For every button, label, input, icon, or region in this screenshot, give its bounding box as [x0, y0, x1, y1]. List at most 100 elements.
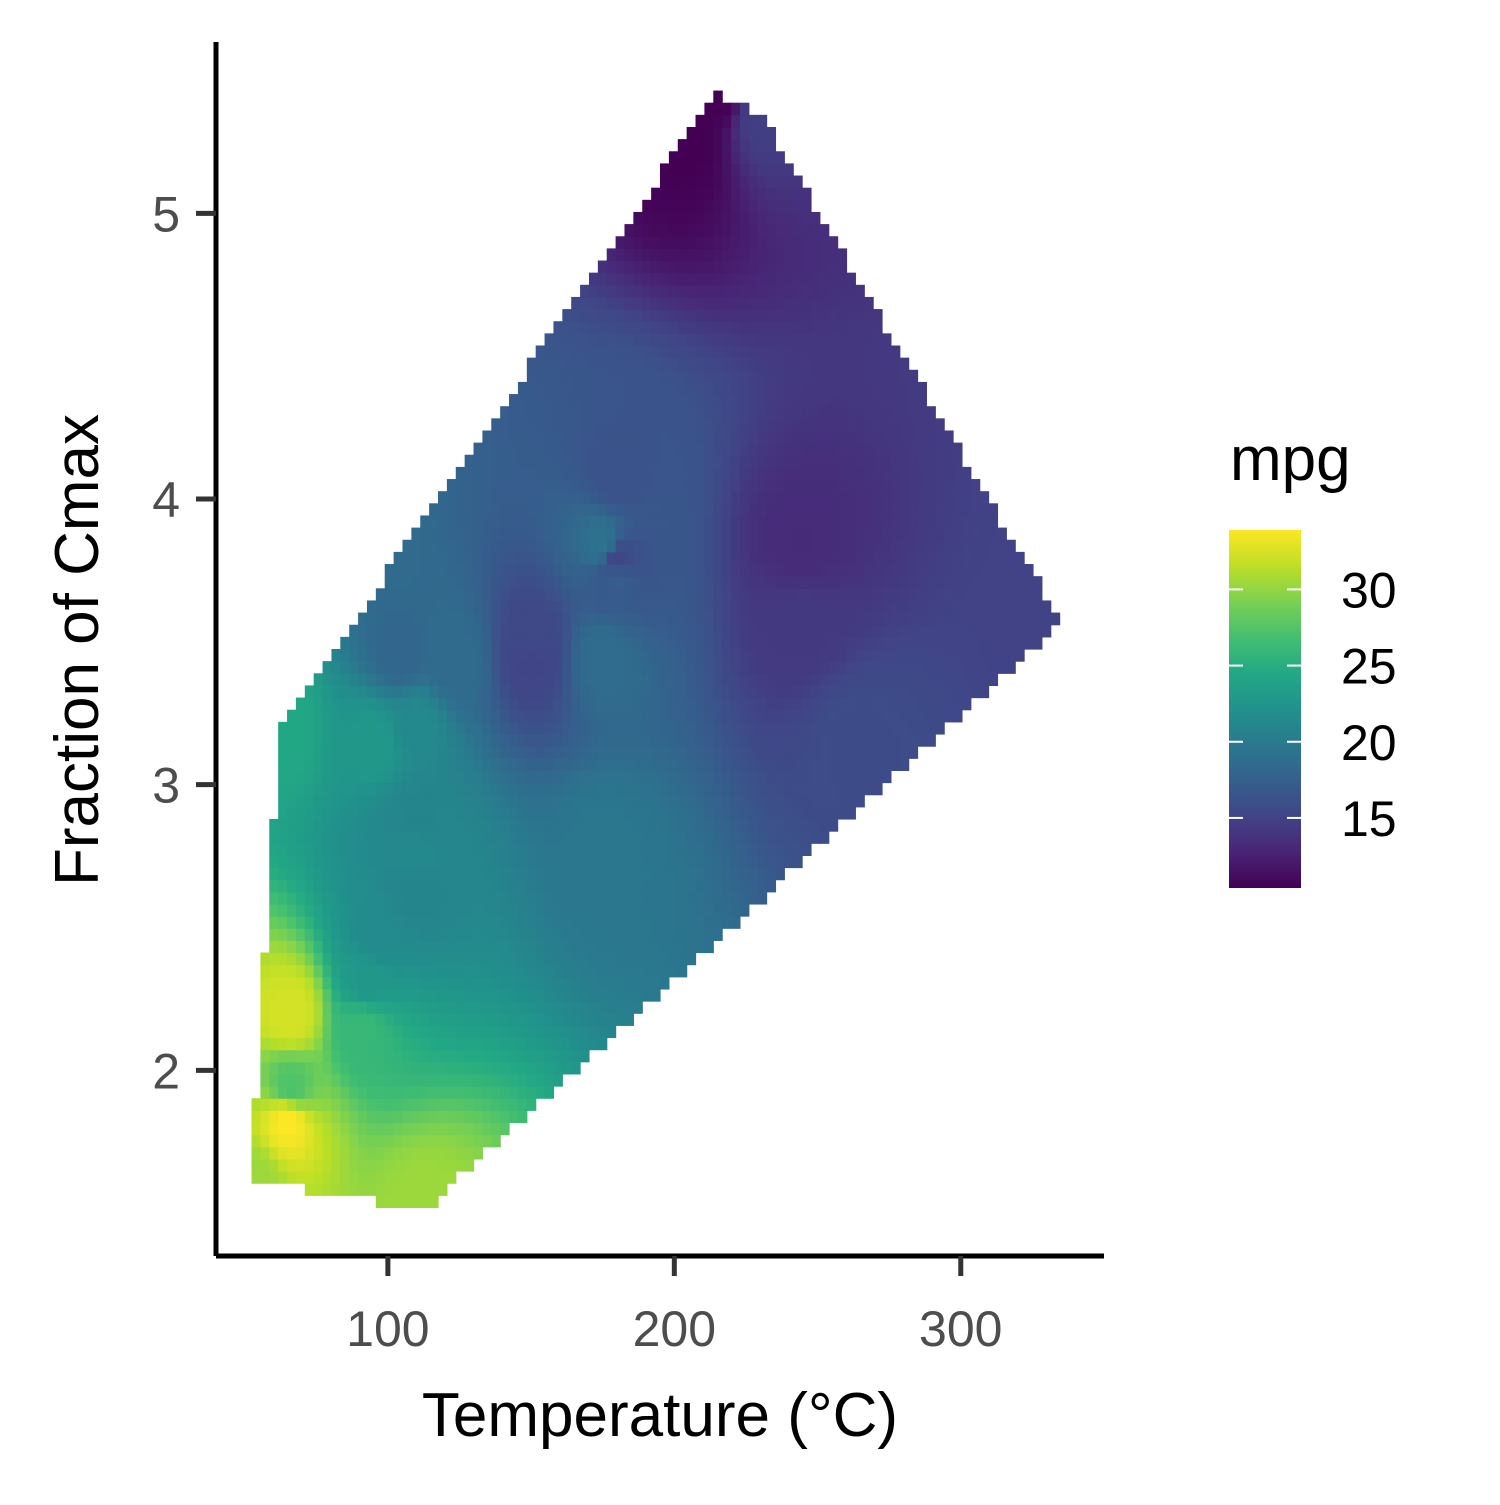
- heatmap-cell: [446, 879, 457, 893]
- heatmap-cell: [864, 345, 874, 359]
- heatmap-cell: [624, 806, 634, 820]
- heatmap-cell: [899, 454, 910, 468]
- heatmap-cell: [429, 1001, 439, 1014]
- heatmap-cell: [269, 1134, 279, 1148]
- heatmap-cell: [464, 479, 475, 492]
- heatmap-cell: [322, 1134, 333, 1148]
- heatmap-cell: [686, 806, 697, 820]
- heatmap-cell: [553, 721, 563, 735]
- heatmap-cell: [802, 600, 812, 614]
- heatmap-cell: [517, 782, 528, 796]
- heatmap-cell: [366, 1183, 377, 1196]
- heatmap-cell: [713, 636, 723, 650]
- heatmap-cell: [526, 1013, 537, 1026]
- heatmap-cell: [837, 576, 848, 589]
- heatmap-cell: [278, 1061, 288, 1075]
- heatmap-cell: [757, 539, 768, 553]
- heatmap-cell: [517, 673, 528, 687]
- heatmap-cell: [633, 527, 643, 541]
- heatmap-cell: [295, 818, 306, 832]
- heatmap-cell: [704, 673, 714, 687]
- heatmap-cell: [793, 187, 803, 201]
- heatmap-cell: [713, 891, 723, 905]
- heatmap-cell: [446, 1146, 457, 1160]
- heatmap-cell: [349, 685, 359, 699]
- heatmap-cell: [438, 891, 448, 905]
- heatmap-cell: [882, 551, 892, 565]
- heatmap-cell: [819, 649, 830, 662]
- heatmap-cell: [455, 612, 466, 626]
- heatmap-cell: [642, 309, 652, 322]
- heatmap-cell: [864, 381, 874, 395]
- heatmap-cell: [269, 916, 279, 929]
- heatmap-cell: [455, 928, 466, 941]
- heatmap-cell: [757, 891, 768, 905]
- heatmap-cell: [420, 1037, 430, 1051]
- heatmap-cell: [526, 940, 537, 954]
- heatmap-cell: [882, 539, 892, 553]
- heatmap-cell: [322, 673, 333, 687]
- heatmap-cell: [509, 867, 519, 881]
- heatmap-cell: [642, 649, 652, 662]
- heatmap-cell: [473, 624, 483, 638]
- heatmap-cell: [438, 1122, 448, 1136]
- heatmap-cell: [695, 296, 705, 310]
- heatmap-cell: [500, 988, 510, 1002]
- heatmap-cell: [704, 576, 714, 589]
- heatmap-cell: [615, 309, 626, 322]
- heatmap-cell: [686, 879, 697, 893]
- heatmap-cell: [287, 879, 297, 893]
- heatmap-cell: [908, 503, 919, 517]
- heatmap-cell: [393, 843, 404, 856]
- heatmap-cell: [509, 1098, 519, 1111]
- heatmap-cell: [677, 624, 688, 638]
- heatmap-cell: [731, 430, 741, 444]
- heatmap-cell: [420, 940, 430, 954]
- heatmap-cell: [810, 709, 821, 723]
- heatmap-cell: [713, 503, 723, 517]
- heatmap-cell: [855, 466, 865, 480]
- heatmap-cell: [642, 418, 652, 432]
- heatmap-cell: [695, 758, 705, 771]
- heatmap-cell: [757, 442, 768, 456]
- heatmap-cell: [606, 976, 617, 990]
- heatmap-cell: [500, 1049, 510, 1063]
- heatmap-cell: [757, 151, 768, 164]
- heatmap-cell: [651, 964, 661, 978]
- heatmap-cell: [544, 479, 555, 492]
- heatmap-cell: [624, 721, 634, 735]
- heatmap-cell: [873, 709, 883, 723]
- heatmap-cell: [562, 649, 572, 662]
- heatmap-cell: [686, 503, 697, 517]
- heatmap-cell: [464, 649, 475, 662]
- heatmap-cell: [580, 442, 590, 456]
- heatmap-cell: [802, 794, 812, 808]
- heatmap-cell: [420, 588, 430, 602]
- heatmap-cell: [642, 976, 652, 990]
- heatmap-cell: [446, 673, 457, 687]
- heatmap-cell: [438, 1049, 448, 1063]
- heatmap-cell: [917, 709, 927, 723]
- heatmap-cell: [473, 952, 483, 966]
- heatmap-cell: [651, 928, 661, 941]
- heatmap-cell: [810, 321, 821, 334]
- heatmap-cell: [802, 418, 812, 432]
- heatmap-cell: [837, 721, 848, 735]
- heatmap-cell: [713, 758, 723, 771]
- heatmap-cell: [473, 903, 483, 917]
- heatmap-cell: [704, 479, 714, 492]
- heatmap-cell: [553, 697, 563, 711]
- heatmap-cell: [873, 600, 883, 614]
- heatmap-cell: [677, 151, 688, 164]
- heatmap-cell: [668, 916, 679, 929]
- heatmap-cell: [846, 381, 856, 395]
- heatmap-cell: [500, 442, 510, 456]
- heatmap-cell: [553, 430, 563, 444]
- heatmap-cell: [668, 952, 679, 966]
- heatmap-cell: [819, 296, 830, 310]
- heatmap-cell: [882, 357, 892, 371]
- heatmap-cell: [393, 588, 404, 602]
- heatmap-cell: [420, 891, 430, 905]
- heatmap-cell: [873, 333, 883, 347]
- heatmap-cell: [686, 126, 697, 140]
